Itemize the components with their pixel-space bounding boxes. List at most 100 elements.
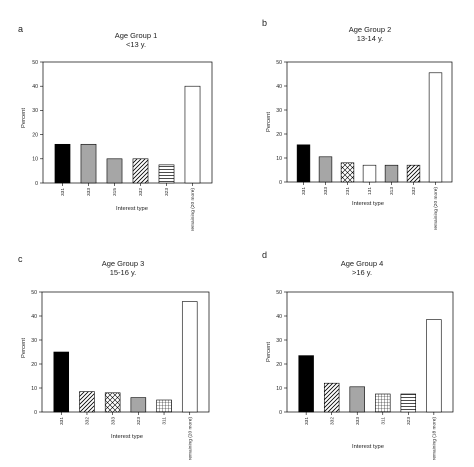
panel-letter: c bbox=[18, 254, 23, 264]
panel-letter: d bbox=[262, 250, 267, 260]
axis-frame bbox=[41, 291, 210, 413]
bar bbox=[323, 382, 340, 413]
bar bbox=[298, 355, 314, 413]
x-tick-label: 231 bbox=[345, 187, 351, 195]
plot-area: 0 10 20 30 40 50 331 333 315 332 323 remaining (20 … bbox=[32, 60, 213, 232]
y-tick-label: 0 bbox=[279, 180, 282, 186]
y-tick-label: 50 bbox=[32, 60, 38, 66]
x-tick-label: 311 bbox=[162, 417, 168, 425]
y-tick-label: 30 bbox=[276, 338, 282, 344]
x-tick-label: remaining (18 more) bbox=[431, 417, 437, 461]
y-tick-label: 10 bbox=[276, 156, 282, 162]
y-tick-label: 30 bbox=[32, 108, 38, 114]
x-tick-label: 332 bbox=[411, 187, 417, 195]
chart-subtitle: <13 y. bbox=[126, 40, 146, 49]
bar bbox=[375, 393, 391, 413]
bar bbox=[104, 392, 121, 413]
y-tick-label: 0 bbox=[279, 410, 282, 416]
x-tick-label: 131 bbox=[367, 187, 373, 195]
y-axis-label: Percent bbox=[266, 342, 272, 362]
x-tick-label: 323 bbox=[164, 188, 170, 196]
x-tick-label: 332 bbox=[138, 188, 144, 196]
y-axis-label: Percent bbox=[21, 338, 27, 358]
y-tick-label: 30 bbox=[276, 108, 282, 114]
y-tick-label: 40 bbox=[276, 84, 282, 90]
y-tick-label: 20 bbox=[31, 362, 37, 368]
chart-subtitle: 15-16 y. bbox=[110, 268, 137, 277]
y-tick-label: 40 bbox=[32, 84, 38, 90]
x-tick-label: 331 bbox=[301, 187, 307, 195]
bar bbox=[426, 319, 442, 413]
chart-subtitle: 13-14 y. bbox=[357, 34, 384, 43]
y-tick-label: 40 bbox=[31, 314, 37, 320]
x-tick-label: 333 bbox=[86, 188, 92, 196]
panel-letter: a bbox=[18, 24, 23, 34]
x-tick-label: 331 bbox=[304, 417, 310, 425]
y-tick-label: 10 bbox=[31, 386, 37, 392]
x-tick-label: 333 bbox=[355, 417, 361, 425]
y-tick-label: 50 bbox=[31, 290, 37, 296]
x-axis-label: Interest type bbox=[116, 206, 148, 212]
bar bbox=[384, 164, 399, 183]
x-tick-label: 332 bbox=[329, 417, 335, 425]
plot-area: 0 10 20 30 40 50 331 332 333 323 311 remaining (20 … bbox=[31, 290, 210, 461]
x-tick-label: 323 bbox=[136, 417, 142, 425]
y-tick-label: 0 bbox=[34, 410, 37, 416]
bar bbox=[54, 143, 71, 184]
bar bbox=[362, 164, 377, 183]
y-tick-label: 50 bbox=[276, 290, 282, 296]
bar bbox=[340, 162, 355, 183]
y-tick-label: 50 bbox=[276, 60, 282, 66]
bar bbox=[106, 158, 123, 184]
chart-title: Age Group 4 bbox=[341, 259, 384, 268]
chart-panel-d: d Age Group 4 >16 y. Percent Interest ty… bbox=[262, 250, 454, 461]
y-axis-label: Percent bbox=[266, 112, 272, 132]
chart-panel-a: a Age Group 1 <13 y. Percent Interest ty… bbox=[18, 24, 213, 232]
x-tick-label: 313 bbox=[389, 187, 395, 195]
bar bbox=[132, 158, 149, 184]
bar bbox=[406, 164, 421, 183]
bar bbox=[349, 386, 365, 413]
x-axis-label: Interest type bbox=[352, 201, 384, 207]
chart-title: Age Group 2 bbox=[349, 25, 392, 34]
x-tick-label: remaining (20 more) bbox=[433, 187, 439, 231]
y-tick-label: 0 bbox=[35, 181, 38, 187]
plot-area: 0 10 20 30 40 50 331 332 333 311 323 remaining (18 … bbox=[276, 290, 454, 461]
axis-frame bbox=[286, 291, 454, 413]
x-axis-label: Interest type bbox=[352, 444, 384, 450]
bar bbox=[156, 399, 172, 413]
panel-letter: b bbox=[262, 18, 267, 28]
y-axis-label: Percent bbox=[21, 108, 27, 128]
x-tick-label: 332 bbox=[85, 417, 91, 425]
bar bbox=[181, 301, 198, 413]
y-tick-label: 30 bbox=[31, 338, 37, 344]
y-tick-label: 20 bbox=[276, 132, 282, 138]
bar bbox=[296, 144, 311, 183]
axis-frame bbox=[286, 61, 453, 183]
x-tick-label: 331 bbox=[60, 188, 66, 196]
bar bbox=[400, 393, 417, 413]
bar bbox=[318, 156, 333, 183]
y-tick-label: 40 bbox=[276, 314, 282, 320]
chart-title: Age Group 1 bbox=[115, 31, 158, 40]
x-tick-label: 311 bbox=[380, 417, 386, 425]
x-tick-label: 331 bbox=[59, 417, 65, 425]
axis-frame bbox=[42, 61, 213, 184]
y-tick-label: 20 bbox=[32, 132, 38, 138]
bar bbox=[184, 85, 201, 184]
x-tick-label: remaining (20 more) bbox=[190, 188, 196, 232]
x-tick-label: 323 bbox=[406, 417, 412, 425]
plot-area: 0 10 20 30 40 50 331 333 231 131 313 332 remaining (… bbox=[276, 60, 453, 231]
chart-title: Age Group 3 bbox=[102, 259, 145, 268]
bar bbox=[130, 397, 147, 413]
y-tick-label: 10 bbox=[276, 386, 282, 392]
chart-panel-c: c Age Group 3 15-16 y. Percent Interest … bbox=[18, 254, 210, 461]
x-tick-label: 333 bbox=[110, 417, 116, 425]
bar bbox=[80, 143, 97, 184]
bar bbox=[428, 72, 443, 183]
x-tick-label: remaining (20 more) bbox=[187, 417, 193, 461]
chart-panel-b: b Age Group 2 13-14 y. Percent Interest … bbox=[262, 18, 453, 231]
y-tick-label: 10 bbox=[32, 157, 38, 163]
bar bbox=[53, 351, 70, 413]
